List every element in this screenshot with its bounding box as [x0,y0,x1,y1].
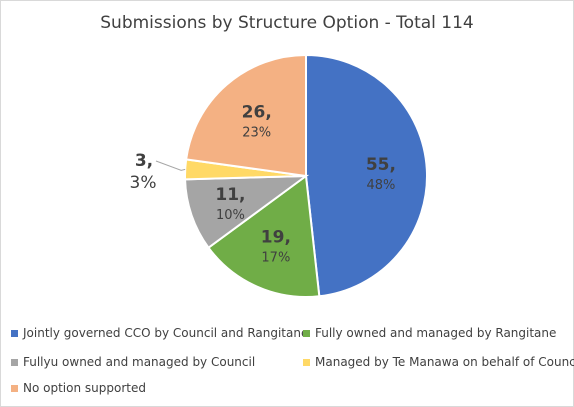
legend-label-1: Jointly governed CCO by Council and Rang… [23,326,309,340]
pie-chart: 55, 48% 19, 17% 11, 10% 3,3% 26, 23% [130,53,428,298]
legend-item-2: Fully owned and managed by Rangitane [303,326,556,340]
pie-slice-5 [185,53,307,178]
legend-item-5: No option supported [11,381,146,395]
data-label-percent-1: 48% [366,178,395,193]
legend-swatch-4 [303,358,310,366]
data-label-percent-5: 23% [242,125,271,140]
legend-label-2: Fully owned and managed by Rangitane [315,326,557,340]
legend-swatch-5 [11,384,18,392]
legend-item-1: Jointly governed CCO by Council and Rang… [11,326,308,340]
legend-label-5: No option supported [23,381,146,395]
chart-title: Submissions by Structure Option - Total … [100,13,474,33]
legend-item-3: Fullyu owned and managed by Council [11,355,255,369]
data-label-value-1: 55, [366,155,396,175]
data-label-value-2: 19, [261,228,291,248]
data-label-percent-2: 17% [261,251,290,266]
data-label-value-3: 11, [215,185,245,205]
legend-label-3: Fullyu owned and managed by Council [23,355,256,369]
data-label-value-4: 3, [135,151,153,171]
legend-item-4: Managed by Te Manawa on behalf of Counci… [303,355,574,369]
legend-label-4: Managed by Te Manawa on behalf of Counci… [315,355,574,369]
data-label-percent-4: 3% [130,173,157,193]
data-label-value-5: 26, [242,102,272,122]
pie-slice-3 [184,174,310,250]
legend-swatch-2 [303,329,310,337]
pie-slice-2 [207,174,321,298]
leader-line-4 [155,160,186,171]
data-label-percent-3: 10% [216,208,245,223]
legend-swatch-1 [11,329,18,337]
legend-swatch-3 [11,358,18,366]
pie-slice-1 [305,53,428,298]
